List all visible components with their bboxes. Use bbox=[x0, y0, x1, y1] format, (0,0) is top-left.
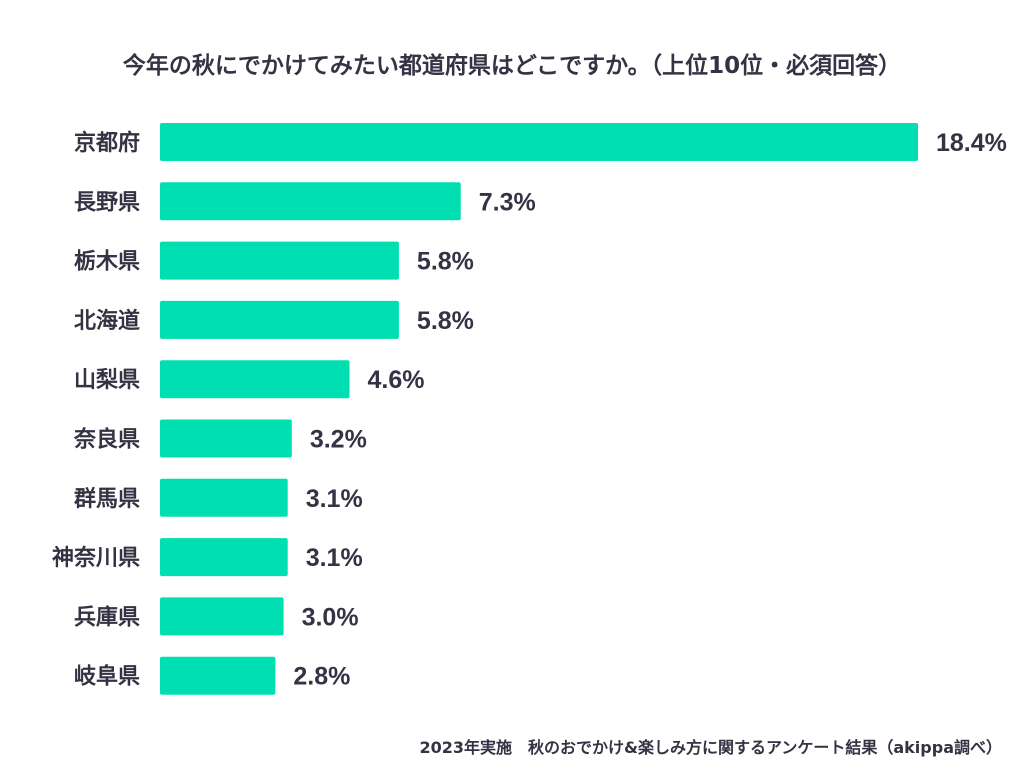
bar bbox=[160, 300, 399, 339]
category-label: 神奈川県 bbox=[52, 545, 140, 571]
bar bbox=[160, 419, 292, 458]
value-label: 3.1% bbox=[306, 485, 363, 513]
bar bbox=[160, 597, 284, 636]
value-label: 4.6% bbox=[368, 366, 425, 394]
category-label: 群馬県 bbox=[74, 486, 140, 512]
category-label: 兵庫県 bbox=[74, 604, 140, 630]
bar bbox=[160, 241, 399, 280]
category-label: 栃木県 bbox=[74, 250, 140, 275]
bar bbox=[160, 656, 276, 695]
category-label: 長野県 bbox=[74, 190, 140, 215]
value-label: 3.2% bbox=[310, 426, 367, 454]
value-label: 2.8% bbox=[293, 663, 350, 691]
bar bbox=[160, 478, 288, 517]
bar bbox=[160, 538, 288, 577]
value-label: 3.1% bbox=[306, 544, 363, 572]
bar bbox=[160, 360, 350, 399]
bar bbox=[160, 123, 918, 161]
category-label: 岐阜県 bbox=[74, 664, 140, 690]
source-footnote: 2023年実施 秋のおでかけ&楽しみ方に関するアンケート結果（akippa調べ） bbox=[419, 738, 1002, 757]
category-label: 京都府 bbox=[74, 130, 140, 156]
category-label: 北海道 bbox=[74, 308, 140, 334]
value-label: 7.3% bbox=[479, 188, 536, 216]
chart-title: 今年の秋にでかけてみたい都道府県はどこですか。（上位10位・必須回答） bbox=[122, 53, 902, 79]
value-label: 5.8% bbox=[417, 307, 474, 335]
value-label: 5.8% bbox=[417, 248, 474, 276]
value-label: 18.4% bbox=[936, 129, 1007, 157]
value-label: 3.0% bbox=[302, 603, 359, 631]
bar bbox=[160, 182, 461, 221]
category-label: 山梨県 bbox=[74, 368, 140, 393]
category-label: 奈良県 bbox=[73, 427, 140, 453]
